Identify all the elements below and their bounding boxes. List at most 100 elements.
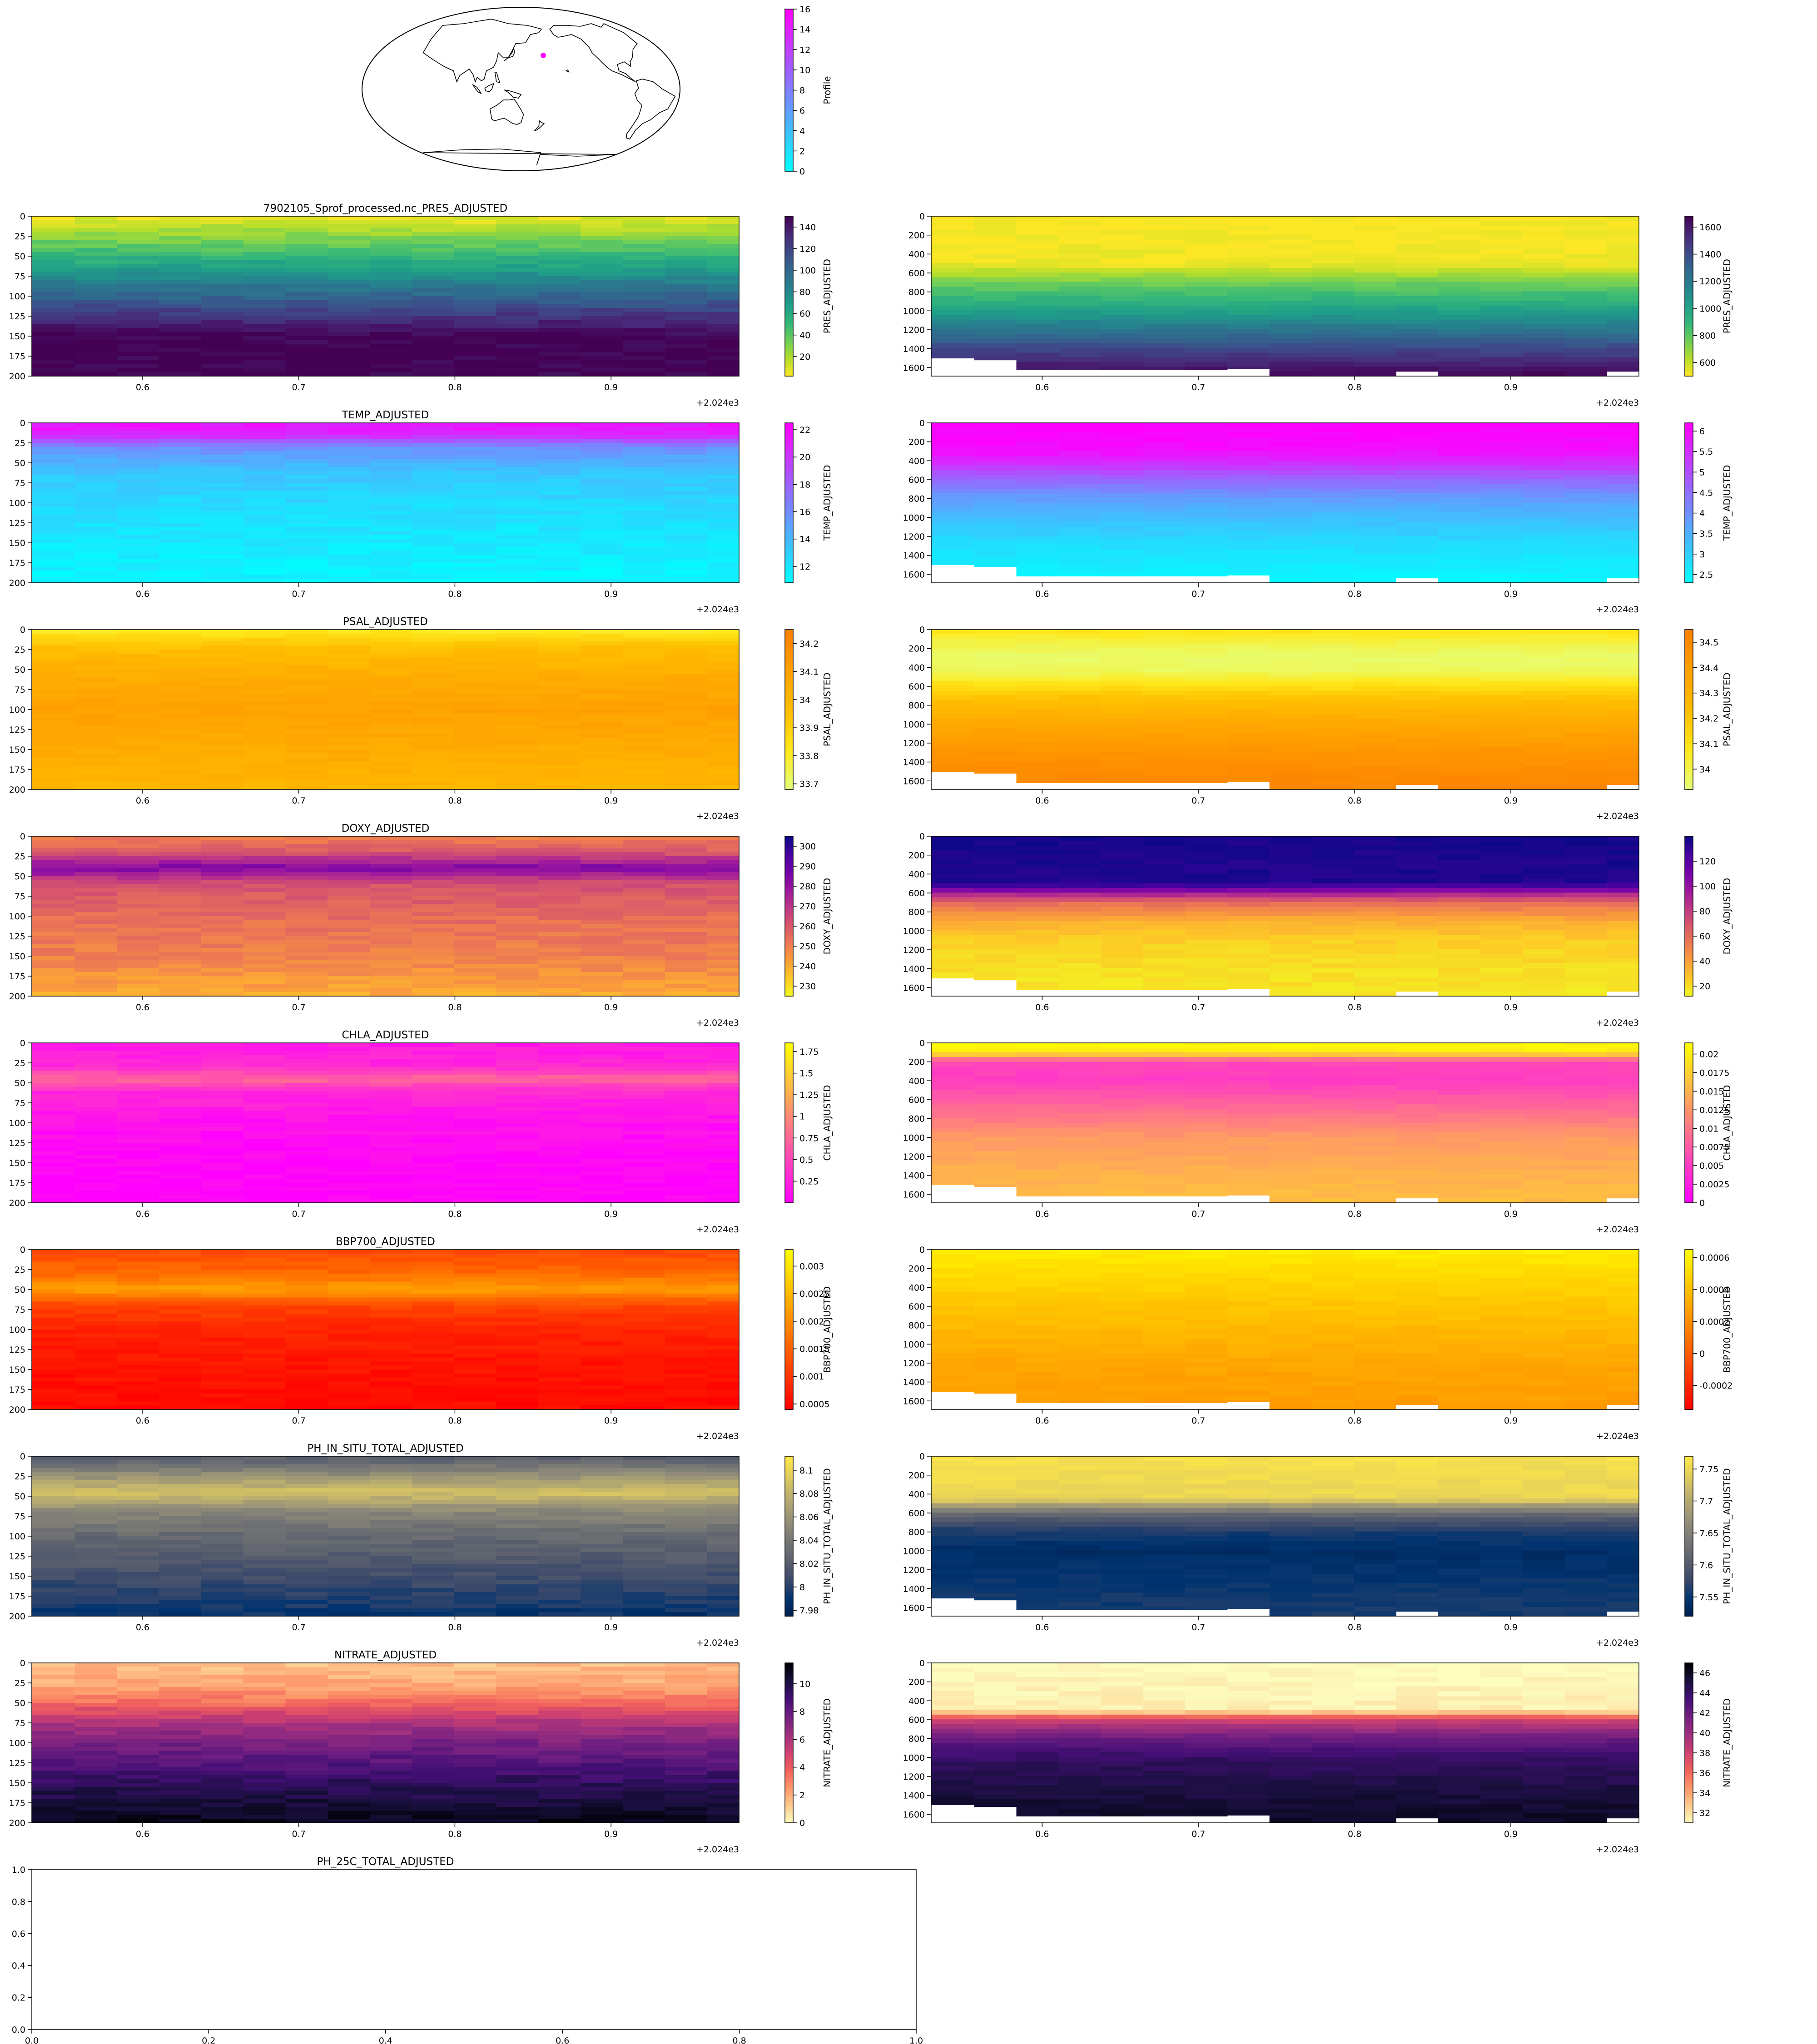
- heatmap-cell: [32, 511, 75, 515]
- heatmap-cell: [74, 876, 117, 881]
- heatmap-cell: [328, 264, 370, 268]
- heatmap-cell: [1227, 423, 1270, 428]
- heatmap-cell: [1269, 559, 1312, 565]
- heatmap-cell: [243, 559, 286, 563]
- heatmap-cell: [931, 761, 975, 766]
- heatmap-cell: [328, 499, 370, 503]
- heatmap-cell: [370, 216, 412, 221]
- heatmap-cell: [581, 868, 623, 873]
- colorbar-segment: [785, 653, 793, 657]
- heatmap-cell: [243, 928, 286, 933]
- heatmap-cell: [665, 288, 708, 293]
- heatmap-cell: [32, 486, 75, 491]
- colorbar-segment: [1685, 564, 1693, 567]
- heatmap-cell: [665, 519, 708, 523]
- colorbar-tick-label: 120: [799, 244, 816, 254]
- heatmap-cell: [1396, 442, 1439, 447]
- heatmap-cell: [707, 563, 740, 567]
- colorbar-segment: [785, 561, 793, 565]
- heatmap-cell: [1143, 559, 1186, 565]
- colorbar-segment: [785, 733, 793, 737]
- heatmap-cell: [1058, 507, 1101, 513]
- heatmap-cell: [32, 928, 75, 933]
- heatmap-cell: [285, 984, 328, 988]
- heatmap-cell: [1311, 484, 1354, 489]
- y-tick-label: 1000: [903, 719, 925, 729]
- heatmap-cell: [1522, 498, 1565, 503]
- heatmap-cell: [1227, 301, 1270, 306]
- heatmap-cell: [328, 630, 370, 634]
- heatmap-cell: [1058, 474, 1101, 480]
- heatmap-cell: [1354, 329, 1396, 334]
- heatmap-cell: [974, 714, 1017, 719]
- heatmap-cell: [1354, 756, 1396, 762]
- heatmap-cell: [454, 486, 497, 491]
- heatmap-cell: [1058, 479, 1101, 485]
- colorbar-segment: [785, 505, 793, 509]
- heatmap-cell: [1522, 700, 1565, 705]
- heatmap-cell: [1101, 724, 1143, 729]
- heatmap-cell: [707, 360, 740, 365]
- y-tick-label: 50: [15, 458, 25, 468]
- heatmap-cell: [1016, 709, 1059, 714]
- heatmap-cell: [974, 479, 1017, 485]
- heatmap-cell: [159, 356, 202, 361]
- colorbar-segment: [1685, 661, 1693, 665]
- heatmap-cell: [1143, 310, 1186, 316]
- heatmap-cell: [159, 685, 202, 690]
- heatmap-cell: [1438, 367, 1481, 372]
- heatmap-cell: [1058, 273, 1101, 278]
- heatmap-cell: [159, 936, 202, 941]
- heatmap-cell: [496, 697, 539, 702]
- y-tick-label: 0: [20, 418, 25, 428]
- heatmap-cell: [412, 681, 455, 686]
- heatmap-cell: [1269, 221, 1312, 226]
- heatmap-cell: [328, 785, 370, 790]
- heatmap-cell: [496, 773, 539, 778]
- heatmap-cell: [1396, 451, 1439, 456]
- heatmap-cell: [622, 360, 665, 365]
- heatmap-cell: [370, 272, 412, 277]
- heatmap-cell: [159, 948, 202, 953]
- heatmap-cell: [496, 300, 539, 305]
- heatmap-cell: [32, 924, 75, 928]
- colorbar-segment: [1685, 532, 1693, 536]
- heatmap-cell: [243, 713, 286, 718]
- heatmap-cell: [1269, 244, 1312, 250]
- heatmap-cell: [622, 264, 665, 268]
- heatmap-cell: [707, 471, 740, 475]
- heatmap-cell: [370, 455, 412, 459]
- heatmap-cell: [665, 563, 708, 567]
- x-tick-label: 0.8: [448, 382, 462, 392]
- heatmap-cell: [1101, 352, 1143, 358]
- heatmap-cell: [1607, 714, 1639, 719]
- heatmap-cell: [707, 431, 740, 435]
- colorbar-segment: [1685, 338, 1693, 342]
- heatmap-cell: [707, 641, 740, 646]
- heatmap-cell: [243, 368, 286, 372]
- heatmap-cell: [328, 495, 370, 499]
- heatmap-cell: [622, 781, 665, 786]
- heatmap-cell: [159, 912, 202, 917]
- colorbar-segment: [785, 497, 793, 501]
- heatmap-cell: [1480, 343, 1523, 348]
- heatmap-cell: [1016, 521, 1059, 527]
- heatmap-cell: [1101, 681, 1143, 686]
- heatmap-cell: [1564, 536, 1608, 541]
- heatmap-cell: [538, 725, 581, 730]
- heatmap-cell: [1480, 498, 1523, 503]
- heatmap-cell: [1185, 329, 1228, 334]
- heatmap-cell: [285, 348, 328, 352]
- heatmap-cell: [496, 427, 539, 432]
- heatmap-cell: [32, 320, 75, 325]
- heatmap-cell: [581, 344, 623, 348]
- colorbar-segment: [1685, 320, 1693, 323]
- heatmap-cell: [328, 896, 370, 901]
- heatmap-cell: [243, 248, 286, 253]
- heatmap-cell: [1016, 648, 1059, 654]
- heatmap-cell: [74, 551, 117, 555]
- heatmap-cell: [159, 324, 202, 328]
- colorbar-segment: [785, 635, 793, 638]
- heatmap-cell: [1480, 559, 1523, 565]
